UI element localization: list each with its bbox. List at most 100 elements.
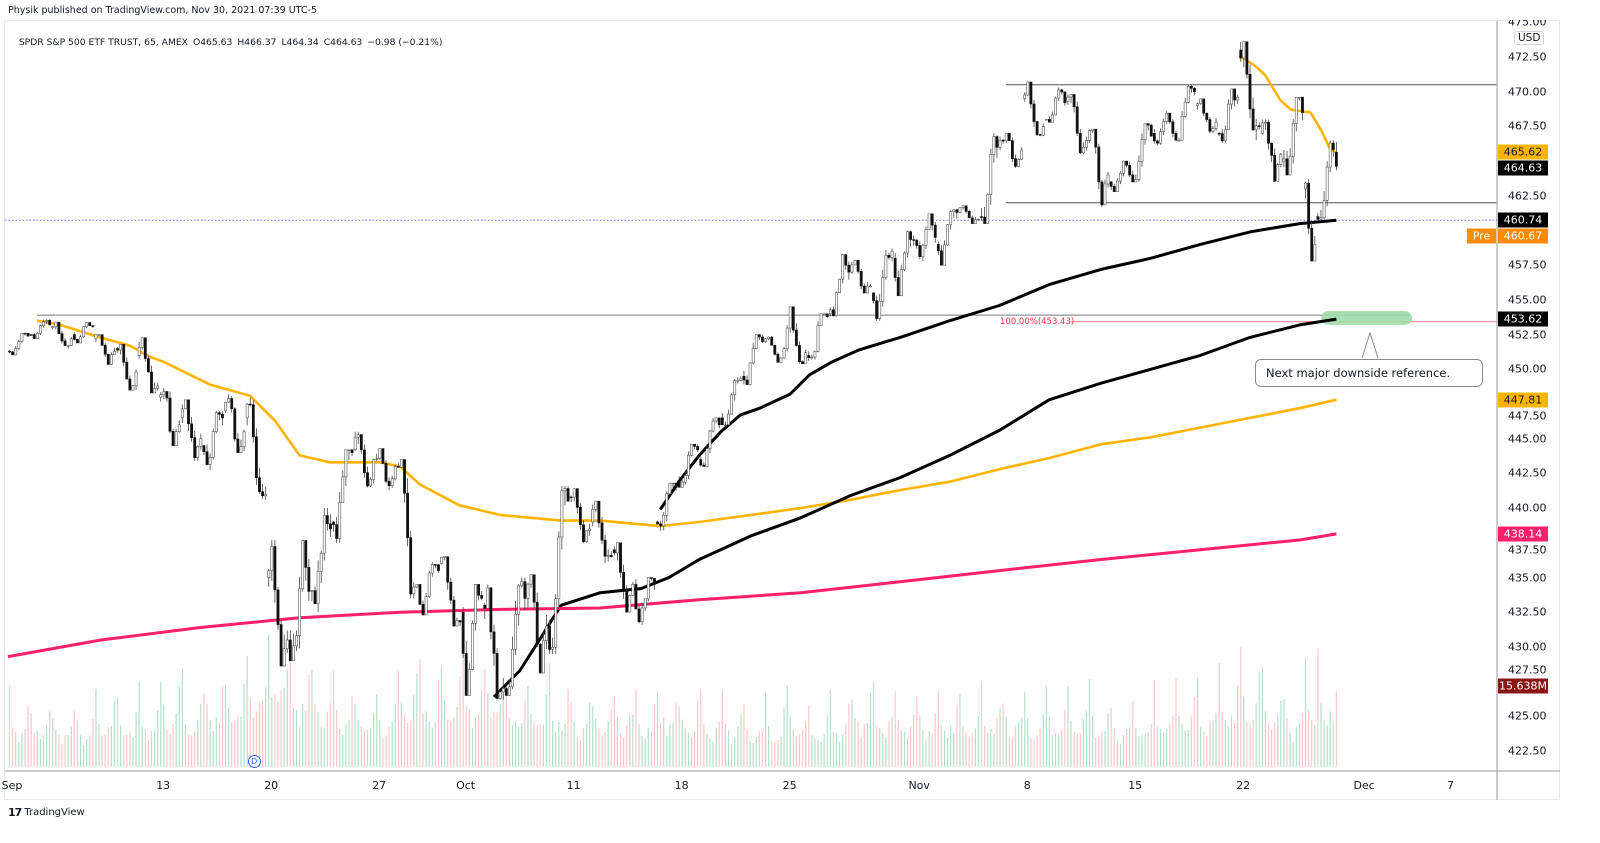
candle[interactable] xyxy=(1183,97,1187,118)
candle[interactable] xyxy=(822,313,826,316)
candle[interactable] xyxy=(674,482,678,491)
candle[interactable] xyxy=(406,478,410,547)
candle[interactable] xyxy=(640,602,644,625)
candle[interactable] xyxy=(597,500,601,528)
candle[interactable] xyxy=(1245,41,1249,79)
candle[interactable] xyxy=(643,598,647,612)
candle[interactable] xyxy=(137,341,141,359)
candle[interactable] xyxy=(853,259,857,266)
highlight-zone[interactable] xyxy=(1321,311,1412,325)
candle[interactable] xyxy=(702,462,706,467)
candle[interactable] xyxy=(276,587,280,630)
candle[interactable] xyxy=(807,351,811,361)
candle[interactable] xyxy=(1029,81,1033,109)
candle[interactable] xyxy=(255,428,258,485)
candle[interactable] xyxy=(483,602,487,620)
candle[interactable] xyxy=(1023,92,1027,102)
candle[interactable] xyxy=(659,520,663,531)
candle[interactable] xyxy=(1227,99,1230,131)
candle[interactable] xyxy=(477,584,480,601)
candle[interactable] xyxy=(1081,142,1085,155)
candle[interactable] xyxy=(1223,125,1227,143)
candle[interactable] xyxy=(393,464,397,481)
candle[interactable] xyxy=(958,207,962,214)
candle[interactable] xyxy=(1134,174,1138,183)
candle[interactable] xyxy=(946,224,950,246)
candle[interactable] xyxy=(977,218,980,221)
candle[interactable] xyxy=(437,564,440,573)
candle[interactable] xyxy=(538,643,542,674)
candle[interactable] xyxy=(1140,133,1144,167)
candle[interactable] xyxy=(850,261,854,275)
candle[interactable] xyxy=(359,434,363,454)
candle[interactable] xyxy=(217,410,221,421)
candle[interactable] xyxy=(1186,84,1190,104)
candle[interactable] xyxy=(952,209,956,218)
candle[interactable] xyxy=(1054,96,1058,116)
candle[interactable] xyxy=(810,354,814,360)
candle[interactable] xyxy=(1322,191,1326,220)
candle[interactable] xyxy=(489,587,493,640)
candle[interactable] xyxy=(270,540,274,581)
candle[interactable] xyxy=(844,254,848,270)
candle[interactable] xyxy=(671,482,675,489)
candle[interactable] xyxy=(1331,140,1335,157)
candle[interactable] xyxy=(665,491,669,522)
candle[interactable] xyxy=(72,332,76,341)
candle[interactable] xyxy=(134,369,138,391)
candle[interactable] xyxy=(211,428,215,460)
candle[interactable] xyxy=(878,294,882,321)
candle[interactable] xyxy=(915,238,919,249)
candle[interactable] xyxy=(918,241,922,260)
candle[interactable] xyxy=(1285,150,1289,176)
candle[interactable] xyxy=(214,410,218,434)
candle[interactable] xyxy=(603,534,607,564)
candle[interactable] xyxy=(1026,81,1030,96)
candle[interactable] xyxy=(1091,128,1095,134)
candle[interactable] xyxy=(88,322,92,327)
candle[interactable] xyxy=(446,556,450,590)
currency-label[interactable]: USD xyxy=(1514,31,1545,45)
candle[interactable] xyxy=(372,458,376,484)
candle[interactable] xyxy=(378,448,382,460)
candle[interactable] xyxy=(79,334,82,344)
candle[interactable] xyxy=(551,637,555,654)
candle[interactable] xyxy=(1131,170,1135,183)
candle[interactable] xyxy=(239,439,243,453)
candle[interactable] xyxy=(890,248,894,262)
candle[interactable] xyxy=(1152,129,1156,144)
candle[interactable] xyxy=(504,685,508,696)
candle[interactable] xyxy=(683,470,687,485)
candle[interactable] xyxy=(433,564,437,569)
candle[interactable] xyxy=(588,523,592,536)
candle[interactable] xyxy=(714,417,718,423)
candle[interactable] xyxy=(288,630,292,662)
candle[interactable] xyxy=(171,429,175,446)
candle[interactable] xyxy=(467,663,471,696)
candle[interactable] xyxy=(1044,119,1048,121)
candle[interactable] xyxy=(193,430,197,461)
candle[interactable] xyxy=(387,477,391,491)
candle[interactable] xyxy=(699,456,703,467)
candle[interactable] xyxy=(11,351,15,356)
candle[interactable] xyxy=(973,217,977,224)
candle[interactable] xyxy=(785,325,789,352)
candle[interactable] xyxy=(1239,41,1243,62)
candle[interactable] xyxy=(572,488,576,502)
candle[interactable] xyxy=(560,485,564,550)
candle[interactable] xyxy=(794,323,798,347)
candle[interactable] xyxy=(347,449,351,460)
candle[interactable] xyxy=(594,500,598,513)
candle[interactable] xyxy=(486,584,490,611)
candle[interactable] xyxy=(1075,101,1079,136)
candle[interactable] xyxy=(292,633,295,662)
candle[interactable] xyxy=(517,584,521,626)
candle[interactable] xyxy=(375,453,379,462)
candle[interactable] xyxy=(184,399,187,410)
candle[interactable] xyxy=(754,334,758,349)
candle[interactable] xyxy=(273,540,277,603)
candle[interactable] xyxy=(199,433,203,450)
candle[interactable] xyxy=(322,508,326,561)
candle[interactable] xyxy=(1248,64,1252,119)
candle[interactable] xyxy=(128,375,132,391)
